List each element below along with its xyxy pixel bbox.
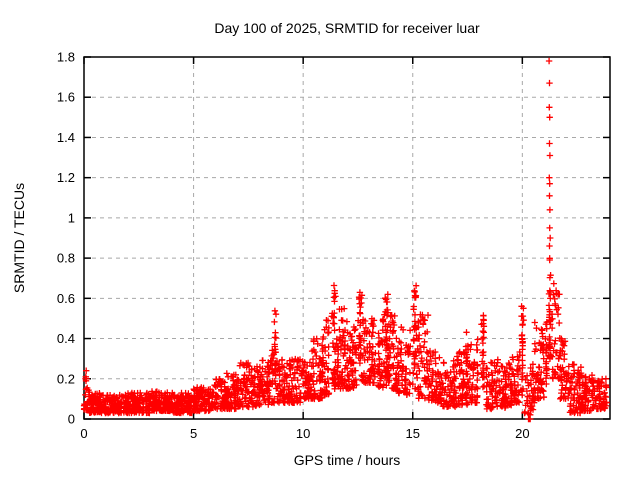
x-tick-label: 10	[296, 426, 310, 441]
y-tick-label: 0.6	[57, 291, 75, 306]
y-tick-label: 1.2	[57, 170, 75, 185]
plot-border	[83, 56, 611, 420]
y-tick-label: 0.4	[57, 331, 75, 346]
y-tick-label: 1.4	[57, 130, 75, 145]
y-tick-label: 0	[68, 412, 75, 427]
x-axis-label: GPS time / hours	[294, 452, 401, 468]
x-tick-label: 15	[406, 426, 420, 441]
scatter-plus-markers	[80, 57, 610, 423]
y-tick-label: 1.8	[57, 50, 75, 65]
y-tick-label: 0.2	[57, 371, 75, 386]
y-tick-label: 1	[68, 210, 75, 225]
y-axis-label: SRMTID / TECUs	[11, 183, 27, 293]
x-tick-label: 5	[190, 426, 197, 441]
scatter-data-points	[80, 57, 610, 423]
x-tick-label: 20	[515, 426, 529, 441]
chart-title: Day 100 of 2025, SRMTID for receiver lua…	[214, 20, 480, 36]
x-tick-label: 0	[80, 426, 87, 441]
axis-tick-labels: 0 5 10 15 20 0 0.2 0.4 0.6 0.8 1 1.2 1.4 1.6 1.8	[57, 50, 530, 442]
y-tick-label: 0.8	[57, 251, 75, 266]
y-tick-label: 1.6	[57, 90, 75, 105]
